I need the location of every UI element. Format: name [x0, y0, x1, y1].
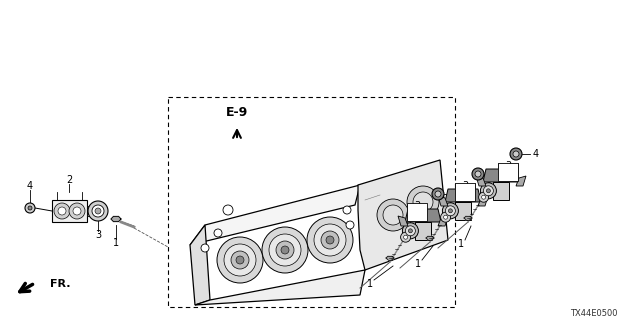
- Circle shape: [262, 227, 308, 273]
- Circle shape: [95, 208, 101, 214]
- Circle shape: [326, 236, 334, 244]
- Text: 1: 1: [113, 238, 119, 248]
- Circle shape: [223, 205, 233, 215]
- Circle shape: [432, 188, 444, 200]
- Circle shape: [486, 189, 490, 193]
- Circle shape: [377, 199, 409, 231]
- Circle shape: [73, 207, 81, 215]
- Circle shape: [343, 206, 351, 214]
- Text: 3: 3: [506, 161, 511, 171]
- Circle shape: [472, 168, 484, 180]
- Polygon shape: [483, 169, 519, 182]
- Circle shape: [407, 186, 439, 218]
- Text: 4: 4: [27, 181, 33, 191]
- Circle shape: [405, 226, 415, 236]
- Text: 3: 3: [95, 230, 101, 240]
- Circle shape: [321, 231, 339, 249]
- Circle shape: [449, 209, 452, 213]
- Polygon shape: [405, 209, 441, 222]
- Bar: [499, 163, 518, 181]
- Polygon shape: [438, 216, 448, 226]
- Text: 2: 2: [414, 207, 420, 217]
- Circle shape: [276, 241, 294, 259]
- Circle shape: [440, 212, 451, 222]
- Text: 2: 2: [66, 175, 72, 185]
- Bar: [415, 222, 431, 240]
- Text: E-9: E-9: [226, 106, 248, 118]
- Polygon shape: [445, 189, 481, 202]
- Circle shape: [58, 207, 66, 215]
- Circle shape: [88, 201, 108, 221]
- Circle shape: [314, 224, 346, 256]
- Circle shape: [513, 151, 519, 157]
- Polygon shape: [426, 236, 434, 240]
- Circle shape: [383, 205, 403, 225]
- Text: 1: 1: [415, 259, 421, 269]
- Circle shape: [69, 203, 85, 219]
- Text: 3: 3: [462, 181, 468, 191]
- Circle shape: [231, 251, 249, 269]
- Circle shape: [224, 244, 256, 276]
- Bar: [52, 200, 87, 222]
- Text: FR.: FR.: [50, 279, 70, 289]
- Circle shape: [442, 203, 458, 219]
- Circle shape: [25, 203, 35, 213]
- Circle shape: [481, 183, 497, 199]
- Polygon shape: [476, 176, 486, 186]
- Circle shape: [408, 229, 412, 233]
- Text: 2: 2: [505, 167, 511, 177]
- Circle shape: [92, 205, 104, 217]
- Circle shape: [475, 171, 481, 177]
- Circle shape: [444, 215, 447, 219]
- Bar: [87, 206, 95, 216]
- Circle shape: [217, 237, 263, 283]
- Polygon shape: [516, 176, 526, 186]
- Polygon shape: [111, 216, 121, 221]
- Bar: [493, 182, 509, 200]
- Circle shape: [483, 186, 493, 196]
- Circle shape: [28, 206, 32, 210]
- Bar: [455, 202, 471, 220]
- Circle shape: [346, 221, 354, 229]
- Circle shape: [307, 217, 353, 263]
- Circle shape: [479, 192, 488, 202]
- Polygon shape: [398, 216, 408, 226]
- Text: 4: 4: [495, 169, 501, 179]
- Text: 1: 1: [458, 239, 464, 249]
- Text: 2: 2: [462, 187, 468, 197]
- Polygon shape: [358, 160, 448, 270]
- Polygon shape: [195, 270, 365, 305]
- Polygon shape: [478, 196, 488, 206]
- Text: 1: 1: [367, 279, 373, 289]
- Circle shape: [281, 246, 289, 254]
- Polygon shape: [438, 196, 448, 206]
- Text: TX44E0500: TX44E0500: [570, 308, 618, 317]
- Circle shape: [435, 191, 441, 197]
- Polygon shape: [190, 185, 360, 245]
- Circle shape: [401, 232, 411, 242]
- Circle shape: [413, 192, 433, 212]
- Polygon shape: [386, 256, 394, 260]
- Bar: [456, 183, 476, 201]
- Circle shape: [214, 229, 222, 237]
- Polygon shape: [464, 216, 472, 220]
- Circle shape: [236, 256, 244, 264]
- Circle shape: [269, 234, 301, 266]
- Circle shape: [510, 148, 522, 160]
- Circle shape: [404, 235, 408, 239]
- Circle shape: [201, 244, 209, 252]
- Circle shape: [482, 195, 486, 199]
- Circle shape: [445, 206, 456, 216]
- Circle shape: [54, 203, 70, 219]
- Polygon shape: [190, 225, 210, 305]
- Text: 4: 4: [455, 189, 461, 199]
- Text: 4: 4: [533, 149, 539, 159]
- Bar: [408, 203, 428, 221]
- Circle shape: [403, 223, 419, 239]
- Text: 3: 3: [414, 201, 420, 211]
